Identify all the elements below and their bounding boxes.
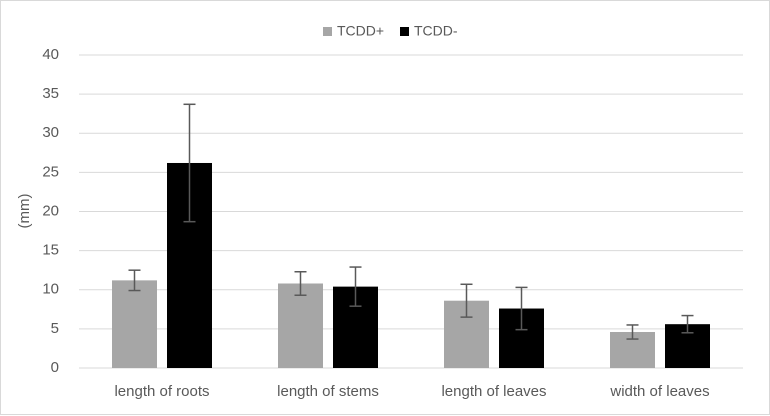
bar-tcdd-plus (278, 283, 323, 368)
legend: TCDD+ TCDD- (323, 23, 458, 39)
legend-label: TCDD- (414, 23, 458, 39)
error-bar (128, 269, 141, 292)
y-tick-label: 35 (42, 85, 59, 102)
category-label: length of leaves (441, 383, 546, 400)
legend-label: TCDD+ (337, 23, 384, 39)
legend-swatch (323, 27, 332, 36)
category-label: length of roots (114, 383, 209, 400)
error-bar (460, 283, 473, 318)
error-bar (294, 271, 307, 296)
y-axis-ticks: 0 5 10 15 20 25 30 35 40 (42, 46, 59, 376)
y-axis-title: (mm) (16, 194, 33, 229)
y-tick-label: 40 (42, 46, 59, 63)
bar-tcdd-plus (112, 280, 157, 368)
y-tick-label: 25 (42, 163, 59, 180)
x-axis-categories: length of roots length of stems length of … (114, 383, 709, 400)
error-bar (183, 103, 196, 223)
error-bar (349, 266, 362, 307)
y-tick-label: 30 (42, 124, 59, 141)
error-bar (681, 314, 694, 334)
y-tick-label: 0 (51, 359, 59, 376)
y-tick-label: 15 (42, 242, 59, 259)
error-bar (515, 286, 528, 331)
bars (112, 162, 710, 368)
y-tick-label: 5 (51, 320, 59, 337)
category-label: width of leaves (609, 383, 709, 400)
legend-swatch (400, 27, 409, 36)
error-bar (626, 324, 639, 340)
y-tick-label: 20 (42, 202, 59, 219)
error-bars (128, 103, 694, 340)
category-label: length of stems (277, 383, 379, 400)
y-tick-label: 10 (42, 281, 59, 298)
